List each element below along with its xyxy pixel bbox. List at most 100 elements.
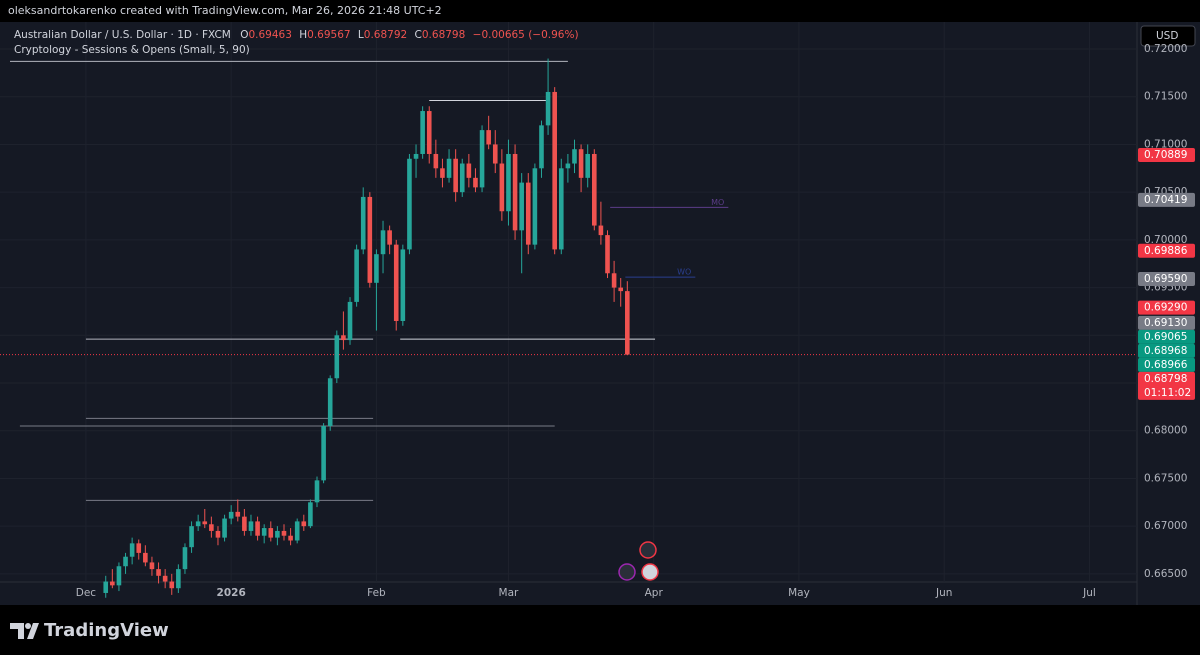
candle-body xyxy=(578,149,584,178)
candle-body xyxy=(255,521,260,536)
candle-body xyxy=(393,244,399,321)
candle-body xyxy=(162,575,168,582)
candle-body xyxy=(156,569,161,576)
event-icon[interactable] xyxy=(641,563,659,581)
candle-body xyxy=(222,518,227,538)
candle-body xyxy=(374,254,379,283)
candle-body xyxy=(288,535,293,541)
candle-body xyxy=(281,530,287,536)
x-tick-label: May xyxy=(788,587,810,599)
candle-body xyxy=(598,225,604,236)
candle-body xyxy=(605,235,610,274)
x-tick-label: Jul xyxy=(1082,587,1096,599)
x-tick-label: Jun xyxy=(935,587,952,599)
candle-body xyxy=(446,158,452,178)
candle-body xyxy=(341,335,346,341)
candle-body xyxy=(380,230,386,255)
candle-body xyxy=(558,168,564,250)
currency[interactable]: USD xyxy=(1156,30,1178,42)
candle-body xyxy=(209,524,214,531)
y-tick-label: 0.70000 xyxy=(1144,234,1187,246)
candle-body xyxy=(116,566,122,586)
candle-body xyxy=(532,168,538,245)
candle-body xyxy=(169,581,175,589)
y-tick-label: 0.66500 xyxy=(1144,568,1187,580)
price-tag xyxy=(1138,272,1195,287)
price-tag xyxy=(1138,315,1195,330)
candle-body xyxy=(327,378,333,426)
ohlc-key: H xyxy=(299,29,307,41)
price-tag-label: 0.68968 xyxy=(1144,345,1187,357)
price-tag xyxy=(1138,192,1195,207)
ohlc-key: C xyxy=(415,29,422,41)
candle-body xyxy=(149,562,155,570)
y-tick-label: 0.68000 xyxy=(1144,425,1187,437)
level-label: WO xyxy=(677,268,691,277)
x-tick-label: Dec xyxy=(76,587,97,599)
x-tick-label: Feb xyxy=(367,587,386,599)
ohlc-key: O xyxy=(240,29,248,41)
candle-body xyxy=(572,149,577,164)
candle-body xyxy=(426,111,432,154)
candle-body xyxy=(400,249,406,321)
x-tick-label: Apr xyxy=(645,587,664,599)
candle-body xyxy=(618,287,624,292)
candle-body xyxy=(354,249,359,302)
ohlc-value: 0.69567 xyxy=(307,29,350,41)
candle-body xyxy=(235,511,241,517)
candle-body xyxy=(506,153,511,212)
symbol: Australian Dollar / U.S. Dollar · 1D · F… xyxy=(14,29,231,41)
candle-body xyxy=(459,163,465,193)
candle-body xyxy=(202,521,208,525)
candle-body xyxy=(625,291,630,355)
candle-body xyxy=(136,543,142,553)
candle-body xyxy=(492,144,498,164)
candle-body xyxy=(367,196,373,283)
y-tick-label: 0.71500 xyxy=(1144,91,1187,103)
candle-body xyxy=(499,163,505,212)
event-icon[interactable] xyxy=(639,541,657,559)
candle-body xyxy=(275,530,280,538)
candle-body xyxy=(189,526,194,548)
candle-body xyxy=(420,111,425,154)
candle-body xyxy=(268,528,274,538)
candle-body xyxy=(334,335,340,379)
candle-body xyxy=(387,230,392,245)
pane-bg xyxy=(0,22,1200,605)
candle-body xyxy=(261,528,267,536)
x-tick-label: Mar xyxy=(499,587,519,599)
candle-body xyxy=(591,153,597,226)
candle-body xyxy=(129,543,135,557)
candle-body xyxy=(486,130,491,145)
candle-body xyxy=(228,511,234,519)
currency-button[interactable] xyxy=(1140,25,1196,47)
price-tag-label: 0.68798 xyxy=(1144,373,1187,385)
plot: MO WO xyxy=(0,22,1137,598)
countdown: 01:11:02 xyxy=(1144,387,1191,399)
candle-body xyxy=(525,182,531,245)
candle-body xyxy=(479,130,485,188)
price-tag-label: 0.70889 xyxy=(1144,149,1187,161)
price-tag-label: 0.69130 xyxy=(1144,317,1187,329)
x-tick-label: 2026 xyxy=(217,587,246,599)
logo xyxy=(10,623,39,639)
price-tag-label: 0.69886 xyxy=(1144,245,1188,257)
candle-body xyxy=(413,153,419,159)
event-icon[interactable] xyxy=(618,563,636,581)
price-tag xyxy=(1138,300,1195,315)
level-label: MO xyxy=(711,198,724,207)
candle-body xyxy=(433,153,439,169)
candle-body xyxy=(473,177,478,188)
credit: oleksandrtokarenko created with TradingV… xyxy=(8,4,442,17)
candle-body xyxy=(565,163,571,169)
change: −0.00665 (−0.96%) xyxy=(473,29,579,41)
candle-body xyxy=(512,153,518,231)
candle-body xyxy=(308,502,313,527)
candle-body xyxy=(176,569,181,589)
y-tick-label: 0.72000 xyxy=(1144,43,1187,55)
candle-body xyxy=(347,301,353,341)
candle-body xyxy=(585,153,590,178)
ohlc-value: 0.68792 xyxy=(364,29,407,41)
ohlc-key: L xyxy=(358,29,364,41)
